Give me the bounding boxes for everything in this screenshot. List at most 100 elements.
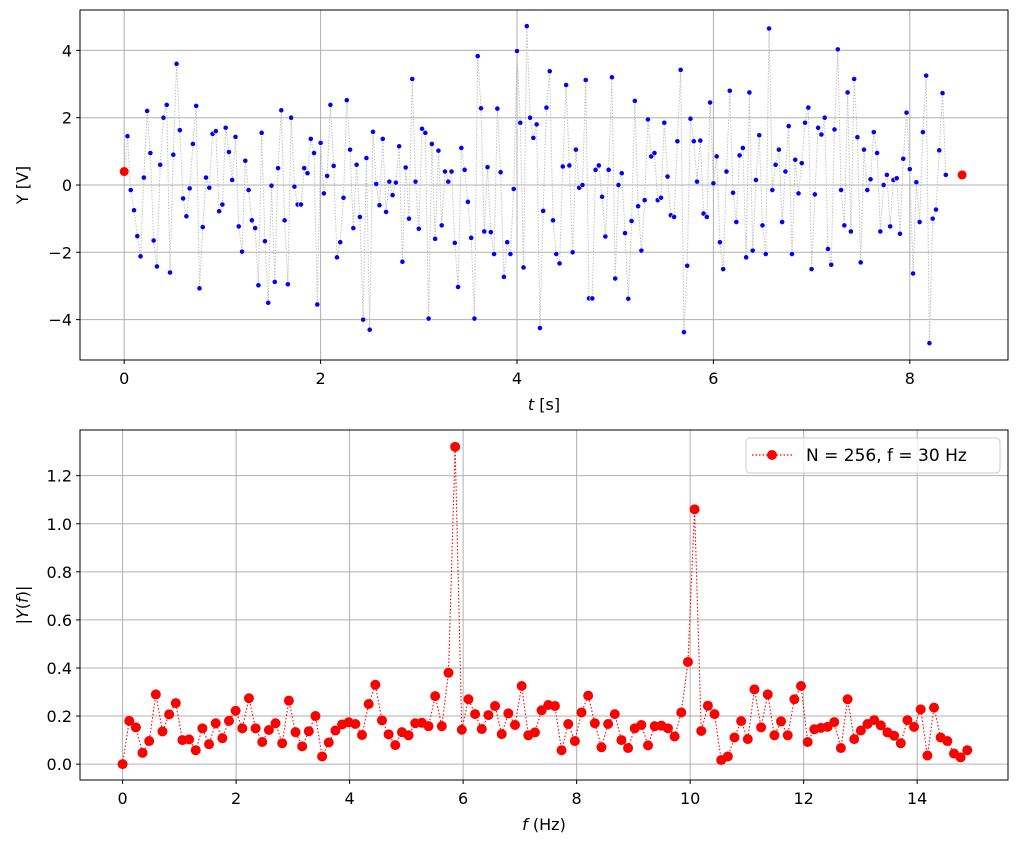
spectrum-point (456, 724, 467, 735)
data-point (376, 202, 383, 209)
x-tick-label: 6 (708, 369, 718, 388)
data-point (933, 206, 939, 213)
data-point (811, 191, 818, 198)
data-point (265, 299, 272, 306)
spectrum-point (736, 716, 747, 727)
data-point (645, 116, 651, 123)
data-point (635, 203, 642, 210)
y-tick-label: 0.6 (47, 611, 72, 630)
data-point (314, 301, 321, 308)
data-point (919, 129, 926, 136)
spectrum-point (376, 715, 387, 726)
data-point (769, 187, 776, 193)
data-point (448, 168, 455, 175)
bottom-plot-area (80, 430, 1008, 780)
spectrum-point (583, 690, 594, 701)
data-point (520, 264, 527, 271)
data-point (311, 150, 317, 156)
spectrum-point (190, 745, 201, 756)
spectrum-point (556, 745, 567, 756)
data-point (481, 228, 488, 235)
data-point (127, 187, 134, 193)
data-point (703, 214, 710, 220)
spectrum-point (257, 737, 268, 748)
spectrum-point (510, 719, 520, 730)
data-point (880, 182, 887, 188)
spectrum-point (170, 698, 181, 709)
data-point (451, 239, 458, 246)
data-point (553, 251, 560, 257)
data-point (356, 214, 363, 220)
data-point (723, 168, 730, 175)
data-point (651, 150, 658, 156)
data-point (681, 329, 687, 335)
bottom-axes-frame (79, 429, 1009, 781)
spectrum-point (237, 723, 248, 734)
data-point (726, 87, 733, 94)
spectrum-point (210, 718, 221, 729)
data-point (320, 190, 327, 197)
data-point (779, 219, 786, 225)
data-point (445, 178, 452, 185)
data-point (563, 82, 569, 88)
data-point (278, 107, 285, 114)
x-tick-label: 8 (572, 789, 582, 808)
y-tick-label: 0.2 (47, 707, 72, 726)
data-point (838, 187, 844, 193)
x-tick-label: 10 (680, 789, 700, 808)
time-signal-line (123, 26, 947, 344)
spectrum-point (450, 441, 461, 452)
data-point (137, 253, 144, 260)
data-point (795, 190, 802, 197)
spectrum-point (929, 702, 940, 713)
spectrum-point (283, 695, 294, 706)
data-point (775, 146, 782, 153)
spectrum-point (483, 710, 494, 721)
spectrum-point (403, 730, 414, 741)
top-grid (80, 10, 1008, 360)
spectrum-point (769, 730, 780, 741)
data-point (671, 214, 678, 220)
data-point (199, 224, 206, 230)
spectrum-point (589, 718, 600, 729)
data-point (717, 239, 723, 246)
endpoint-marker (119, 167, 129, 177)
y-tick-label: 1.2 (47, 467, 72, 486)
data-point (317, 140, 324, 146)
data-point (337, 239, 344, 246)
data-point (756, 132, 763, 139)
spectrum-point (204, 739, 215, 750)
spectrum-point (250, 723, 261, 734)
spectrum-point (623, 743, 634, 754)
data-point (160, 114, 167, 121)
data-point (674, 138, 681, 145)
y-tick-label: 0.4 (47, 659, 72, 678)
bottom-y-axis-label: |Y(f)| (13, 586, 32, 625)
spectrum-point (549, 700, 560, 711)
x-axis-unit: [s] (534, 395, 560, 414)
spectrum-point (802, 737, 813, 748)
data-point (396, 143, 403, 150)
data-point (877, 228, 884, 235)
x-tick-label: 4 (512, 369, 522, 388)
spectrum-point (290, 727, 301, 738)
data-point (828, 261, 835, 268)
spectrum-point (696, 725, 707, 736)
data-point (435, 147, 442, 154)
spectrum-point (616, 735, 627, 746)
data-point (242, 157, 249, 164)
data-point (527, 114, 533, 121)
data-point (566, 162, 573, 169)
data-point (497, 169, 504, 176)
data-point (186, 185, 193, 192)
data-point (419, 125, 425, 132)
data-point (533, 121, 540, 128)
spectrum-point (749, 684, 760, 695)
spectrum-point (742, 734, 753, 745)
data-point (468, 234, 475, 241)
data-point (428, 141, 435, 147)
x-tick-label: 0 (119, 369, 129, 388)
data-point (906, 166, 913, 173)
data-point (281, 217, 288, 224)
spectrum-point (536, 705, 547, 716)
